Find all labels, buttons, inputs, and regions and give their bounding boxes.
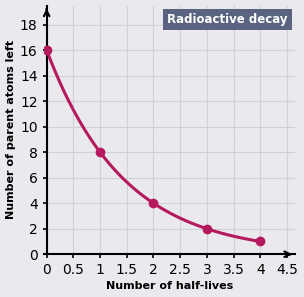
Text: Radioactive decay: Radioactive decay: [167, 13, 288, 26]
X-axis label: Number of half-lives: Number of half-lives: [106, 282, 233, 291]
Y-axis label: Number of parent atoms left: Number of parent atoms left: [6, 40, 16, 219]
